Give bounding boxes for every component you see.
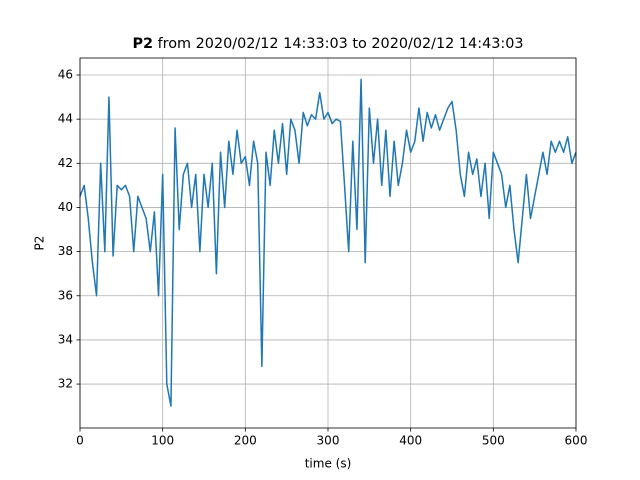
- axes-frame: [79, 57, 577, 429]
- y-axis-label: P2: [33, 236, 47, 251]
- x-tick-label: 0: [76, 434, 84, 448]
- x-axis-label: time (s): [305, 457, 352, 471]
- x-tick-label: 600: [565, 434, 588, 448]
- y-tick-label: 34: [58, 332, 73, 346]
- x-tick-label: 400: [399, 434, 422, 448]
- title-variable: P2: [132, 36, 153, 52]
- x-tick-label: 500: [482, 434, 505, 448]
- y-tick-label: 36: [58, 288, 73, 302]
- x-tick-label: 100: [151, 434, 174, 448]
- y-tick-label: 46: [58, 67, 73, 81]
- y-tick-label: 44: [58, 112, 73, 126]
- title-text: from 2020/02/12 14:33:03 to 2020/02/12 1…: [158, 36, 524, 52]
- y-tick-label: 42: [58, 156, 73, 170]
- chart-title: P2 from 2020/02/12 14:33:03 to 2020/02/1…: [132, 36, 523, 52]
- y-tick-label: 38: [58, 244, 73, 258]
- data-line: [79, 78, 577, 407]
- x-tick-label: 200: [234, 434, 257, 448]
- y-tick-label: 32: [58, 377, 73, 391]
- y-tick-label: 40: [58, 200, 73, 214]
- x-tick-label: 300: [317, 434, 340, 448]
